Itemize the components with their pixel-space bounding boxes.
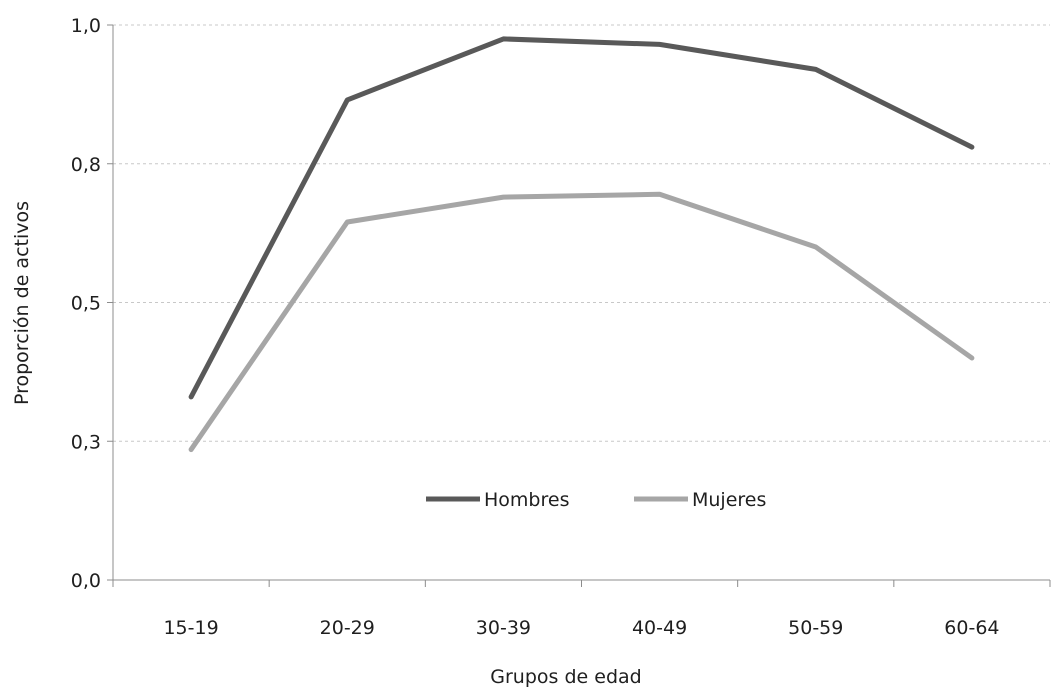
series-line-mujeres <box>188 191 975 453</box>
legend: Hombres Mujeres <box>426 489 766 511</box>
x-tick-label: 30-39 <box>476 617 531 639</box>
x-tick-label: 40-49 <box>632 617 687 639</box>
tick-labels: 0,0 0,3 0,5 0,8 1,0 15-19 20-29 30-39 40-49 50-59… <box>71 15 1000 639</box>
x-tick-label: 15-19 <box>163 617 218 639</box>
x-tick-label: 60-64 <box>944 617 999 639</box>
y-tick-label: 0,0 <box>71 570 101 592</box>
y-tick-label: 1,0 <box>71 15 101 37</box>
x-tick-label: 20-29 <box>320 617 375 639</box>
axes <box>107 24 1051 587</box>
y-tick-label: 0,8 <box>71 154 101 176</box>
y-axis-title: Proporción de activos <box>11 201 33 405</box>
x-tick-label: 50-59 <box>788 617 843 639</box>
series-line-hombres <box>188 36 975 400</box>
legend-label-hombres: Hombres <box>484 489 569 511</box>
legend-label-mujeres: Mujeres <box>692 489 766 511</box>
series-lines <box>188 36 975 453</box>
y-tick-label: 0,5 <box>71 293 101 315</box>
y-tick-label: 0,3 <box>71 431 101 453</box>
x-axis-title: Grupos de edad <box>490 666 641 688</box>
gridlines <box>113 24 1050 442</box>
